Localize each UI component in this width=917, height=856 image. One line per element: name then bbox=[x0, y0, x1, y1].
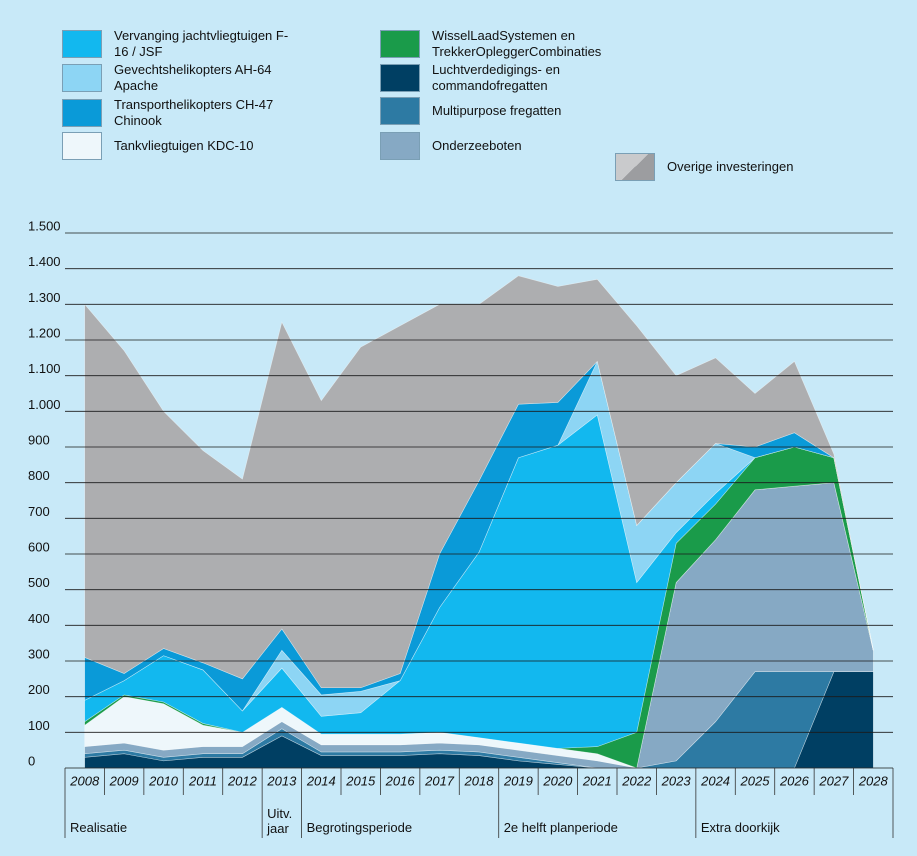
x-tick-label: 2012 bbox=[227, 773, 258, 788]
y-tick-label: 1.100 bbox=[28, 361, 61, 376]
y-tick-label: 1.300 bbox=[28, 290, 61, 305]
y-tick-label: 100 bbox=[28, 718, 50, 733]
period-label: Begrotingsperiode bbox=[306, 820, 413, 835]
legend-swatch bbox=[62, 64, 102, 92]
legend-label: WisselLaadSystemen en TrekkerOpleggerCom… bbox=[432, 28, 602, 59]
legend-label: Multipurpose fregatten bbox=[432, 103, 562, 118]
x-tick-label: 2027 bbox=[818, 773, 849, 788]
x-tick-label: 2017 bbox=[424, 773, 455, 788]
x-tick-label: 2021 bbox=[582, 773, 612, 788]
y-tick-label: 500 bbox=[28, 575, 50, 590]
legend-label: Tankvliegtuigen KDC-10 bbox=[114, 138, 254, 153]
x-tick-label: 2008 bbox=[69, 773, 100, 788]
y-tick-label: 1.500 bbox=[28, 218, 61, 233]
legend-label: Gevechtshelikopters AH-64 Apache bbox=[114, 62, 272, 93]
y-tick-label: 700 bbox=[28, 504, 50, 519]
legend-item: Gevechtshelikopters AH-64 Apache bbox=[62, 62, 299, 94]
legend-swatch bbox=[62, 30, 102, 58]
x-tick-label: 2016 bbox=[385, 773, 416, 788]
legend-item: Vervanging jachtvliegtuigen F-16 / JSF bbox=[62, 28, 299, 60]
x-tick-label: 2011 bbox=[188, 773, 217, 788]
period-label: Realisatie bbox=[70, 820, 128, 835]
x-tick-label: 2024 bbox=[700, 773, 730, 788]
legend-swatch bbox=[380, 97, 420, 125]
y-tick-label: 0 bbox=[28, 753, 35, 768]
legend-item: Multipurpose fregatten bbox=[380, 97, 561, 125]
x-tick-label: 2015 bbox=[345, 773, 376, 788]
x-tick-label: 2018 bbox=[464, 773, 495, 788]
legend-label: Transporthelikopters CH-47 Chinook bbox=[114, 97, 274, 128]
legend-item: WisselLaadSystemen en TrekkerOpleggerCom… bbox=[380, 28, 617, 60]
legend-label: Overige investeringen bbox=[667, 159, 794, 174]
x-tick-label: 2023 bbox=[661, 773, 692, 788]
legend-label: Onderzeeboten bbox=[432, 138, 522, 153]
x-tick-label: 2019 bbox=[503, 773, 533, 788]
legend-swatch bbox=[380, 132, 420, 160]
y-tick-label: 1.200 bbox=[28, 325, 61, 340]
legend-item: Transporthelikopters CH-47 Chinook bbox=[62, 97, 299, 129]
x-tick-label: 2026 bbox=[779, 773, 810, 788]
y-tick-label: 1.000 bbox=[28, 397, 61, 412]
x-tick-label: 2010 bbox=[148, 773, 179, 788]
x-tick-label: 2009 bbox=[109, 773, 139, 788]
y-tick-label: 900 bbox=[28, 432, 50, 447]
y-tick-label: 300 bbox=[28, 646, 50, 661]
y-tick-label: 600 bbox=[28, 539, 50, 554]
x-tick-label: 2025 bbox=[740, 773, 771, 788]
legend-item: Onderzeeboten bbox=[380, 132, 522, 160]
legend-label: Luchtverdedigings- en commandofregatten bbox=[432, 62, 560, 93]
y-tick-label: 400 bbox=[28, 611, 50, 626]
x-tick-label: 2028 bbox=[858, 773, 889, 788]
x-tick-label: 2020 bbox=[542, 773, 573, 788]
y-tick-label: 800 bbox=[28, 468, 50, 483]
legend-swatch bbox=[615, 153, 655, 181]
x-tick-label: 2022 bbox=[621, 773, 652, 788]
legend-item: Tankvliegtuigen KDC-10 bbox=[62, 132, 253, 160]
y-tick-label: 1.400 bbox=[28, 254, 61, 269]
y-tick-label: 200 bbox=[28, 682, 50, 697]
legend-swatch bbox=[62, 132, 102, 160]
x-tick-label: 2013 bbox=[266, 773, 297, 788]
x-tick-label: 2014 bbox=[306, 773, 336, 788]
legend-label: Vervanging jachtvliegtuigen F-16 / JSF bbox=[114, 28, 289, 59]
legend-swatch bbox=[62, 99, 102, 127]
legend-swatch bbox=[380, 64, 420, 92]
legend-item: Luchtverdedigings- en commandofregatten bbox=[380, 62, 617, 94]
legend-swatch bbox=[380, 30, 420, 58]
period-label: Extra doorkijk bbox=[700, 820, 780, 835]
period-label: 2e helft planperiode bbox=[503, 820, 618, 835]
period-label: Uitv. jaar bbox=[267, 806, 293, 836]
legend-item: Overige investeringen bbox=[615, 153, 793, 181]
